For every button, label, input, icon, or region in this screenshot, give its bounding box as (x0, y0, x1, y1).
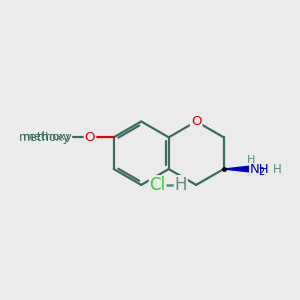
Text: 2: 2 (259, 167, 265, 177)
Text: NH: NH (250, 163, 269, 176)
Text: methoxy: methoxy (19, 131, 71, 144)
Text: O: O (85, 131, 95, 144)
Text: Cl: Cl (149, 176, 166, 194)
Polygon shape (224, 166, 250, 172)
Text: H: H (175, 176, 187, 194)
Text: methoxy: methoxy (23, 132, 72, 142)
Text: O: O (191, 115, 201, 128)
Text: H: H (247, 155, 255, 165)
Text: H: H (272, 163, 281, 176)
